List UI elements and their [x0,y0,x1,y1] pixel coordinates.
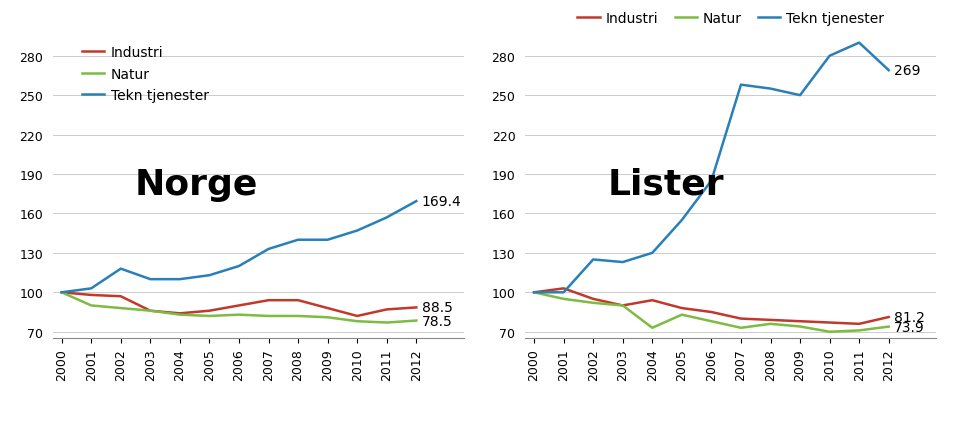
Text: 81.2: 81.2 [894,310,924,324]
Legend: Industri, Natur, Tekn tjenester: Industri, Natur, Tekn tjenester [76,40,214,108]
Text: 73.9: 73.9 [894,320,924,334]
Text: Lister: Lister [608,168,724,201]
Legend: Industri, Natur, Tekn tjenester: Industri, Natur, Tekn tjenester [572,7,889,32]
Text: 88.5: 88.5 [421,301,452,315]
Text: 78.5: 78.5 [421,314,452,328]
Text: 169.4: 169.4 [421,194,462,209]
Text: 269: 269 [894,64,921,78]
Text: Norge: Norge [135,168,258,201]
